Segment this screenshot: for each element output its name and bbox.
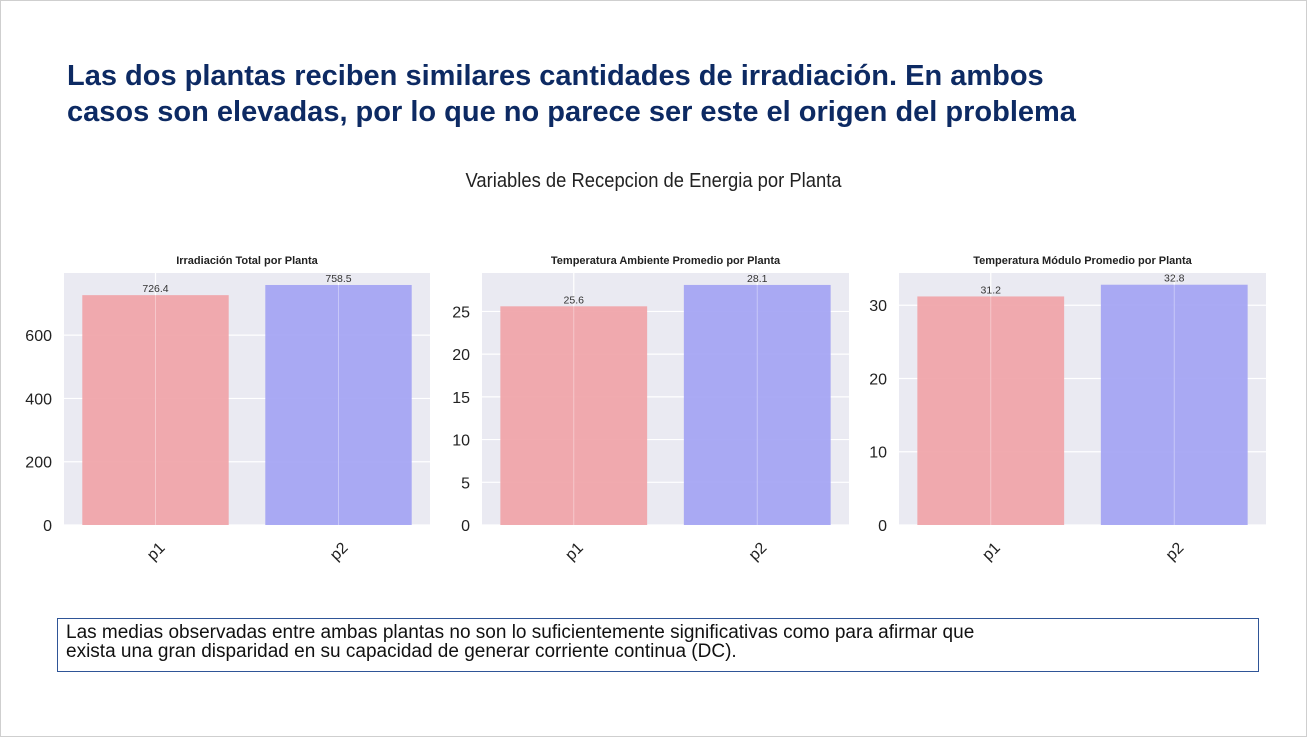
- y-tick-label: 200: [25, 455, 52, 472]
- bar-p2: [683, 284, 831, 525]
- chart-3: 31.2 32.8 Temperatura Módulo Promedio por …: [869, 255, 1266, 564]
- note-line-2: exista una gran disparidad en su capacid…: [66, 641, 737, 662]
- chart-1: 726.4 758.5 Irradiación Total por Planta 0 2…: [25, 255, 430, 564]
- y-tick-label: 15: [452, 390, 470, 407]
- y-tick-label: 20: [452, 347, 470, 364]
- x-tick-label: p1: [562, 539, 587, 564]
- bar-value-label: 32.8: [1164, 273, 1185, 285]
- bar-value-label: 758.5: [325, 273, 351, 285]
- headline-line-1: Las dos plantas reciben similares cantid…: [67, 60, 1044, 92]
- x-tick-label: p2: [746, 539, 771, 564]
- bar-p2: [1100, 284, 1248, 525]
- x-tick-label: p1: [144, 539, 169, 564]
- x-tick-label: p2: [327, 539, 352, 564]
- y-tick-label: 0: [878, 518, 887, 535]
- y-tick-label: 30: [869, 298, 887, 315]
- bar-p1: [500, 306, 648, 525]
- chart-title: Temperatura Módulo Promedio por Planta: [973, 255, 1192, 267]
- y-tick-label: 20: [869, 371, 887, 388]
- chart-title: Temperatura Ambiente Promedio por Planta: [551, 255, 781, 267]
- chart-2: 25.6 28.1 Temperatura Ambiente Promedio po…: [452, 255, 849, 564]
- bar-value-label: 726.4: [142, 283, 168, 295]
- y-tick-label: 10: [452, 433, 470, 450]
- y-tick-label: 10: [869, 445, 887, 462]
- headline-line-2: casos son elevadas, por lo que no parece…: [67, 96, 1076, 128]
- bar-p2: [265, 284, 412, 525]
- bar-value-label: 31.2: [981, 284, 1002, 296]
- figure-title: Variables de Recepcion de Energia por Pl…: [465, 170, 842, 192]
- bar-p1: [917, 296, 1065, 525]
- conclusion-note: Las medias observadas entre ambas planta…: [57, 618, 1259, 672]
- chart-title: Irradiación Total por Planta: [176, 255, 318, 267]
- slide-headline: Las dos plantas reciben similares cantid…: [67, 58, 1247, 130]
- x-tick-label: p2: [1163, 539, 1188, 564]
- x-tick-label: p1: [979, 539, 1004, 564]
- note-line-1: Las medias observadas entre ambas planta…: [66, 622, 975, 643]
- bar-value-label: 25.6: [564, 294, 585, 306]
- y-tick-label: 0: [43, 518, 52, 535]
- bar-p1: [82, 295, 229, 525]
- y-tick-label: 600: [25, 328, 52, 345]
- y-tick-label: 5: [461, 475, 470, 492]
- y-tick-label: 400: [25, 391, 52, 408]
- y-tick-label: 25: [452, 304, 470, 321]
- bar-value-label: 28.1: [747, 273, 768, 285]
- y-tick-label: 0: [461, 518, 470, 535]
